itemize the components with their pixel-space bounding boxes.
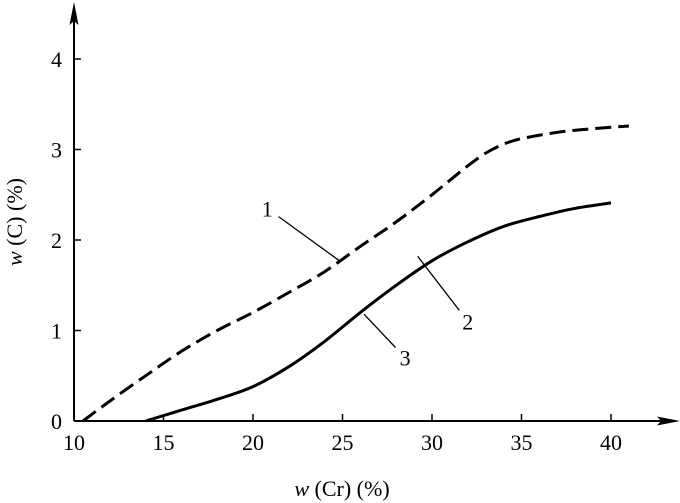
x-tick-label: 40 xyxy=(600,430,622,455)
series-line-2 xyxy=(145,201,612,423)
annotation-label-1: 1 xyxy=(262,196,273,221)
x-axis-arrow-icon xyxy=(657,416,680,426)
y-tick-label: 2 xyxy=(51,228,62,253)
y-tick-label: 4 xyxy=(51,47,62,72)
series-group xyxy=(82,124,629,423)
annotation-leader-2 xyxy=(417,255,460,311)
annotation-label-2: 2 xyxy=(462,309,473,334)
y-ticks: 0 1 2 3 4 xyxy=(51,47,81,434)
x-tick-label: 20 xyxy=(242,430,264,455)
x-ticks: 10 15 20 25 30 35 40 xyxy=(63,414,622,455)
x-tick-label: 25 xyxy=(332,430,354,455)
series-line-1 xyxy=(82,124,629,423)
y-axis-title: w (C) (%) xyxy=(2,178,27,266)
annotations: 1 2 3 xyxy=(262,196,474,370)
x-axis-title: w (Cr) (%) xyxy=(294,476,389,501)
axes xyxy=(69,2,680,426)
y-tick-label: 3 xyxy=(51,138,62,163)
y-axis-arrow-icon xyxy=(69,2,79,25)
x-tick-label: 15 xyxy=(153,430,175,455)
annotation-leader-1 xyxy=(278,216,342,263)
annotation-leader-3 xyxy=(363,313,396,348)
y-tick-label: 0 xyxy=(51,409,62,434)
x-tick-label: 10 xyxy=(63,430,85,455)
y-tick-label: 1 xyxy=(51,319,62,344)
x-tick-label: 30 xyxy=(421,430,443,455)
annotation-label-3: 3 xyxy=(400,346,411,371)
x-tick-label: 35 xyxy=(511,430,533,455)
